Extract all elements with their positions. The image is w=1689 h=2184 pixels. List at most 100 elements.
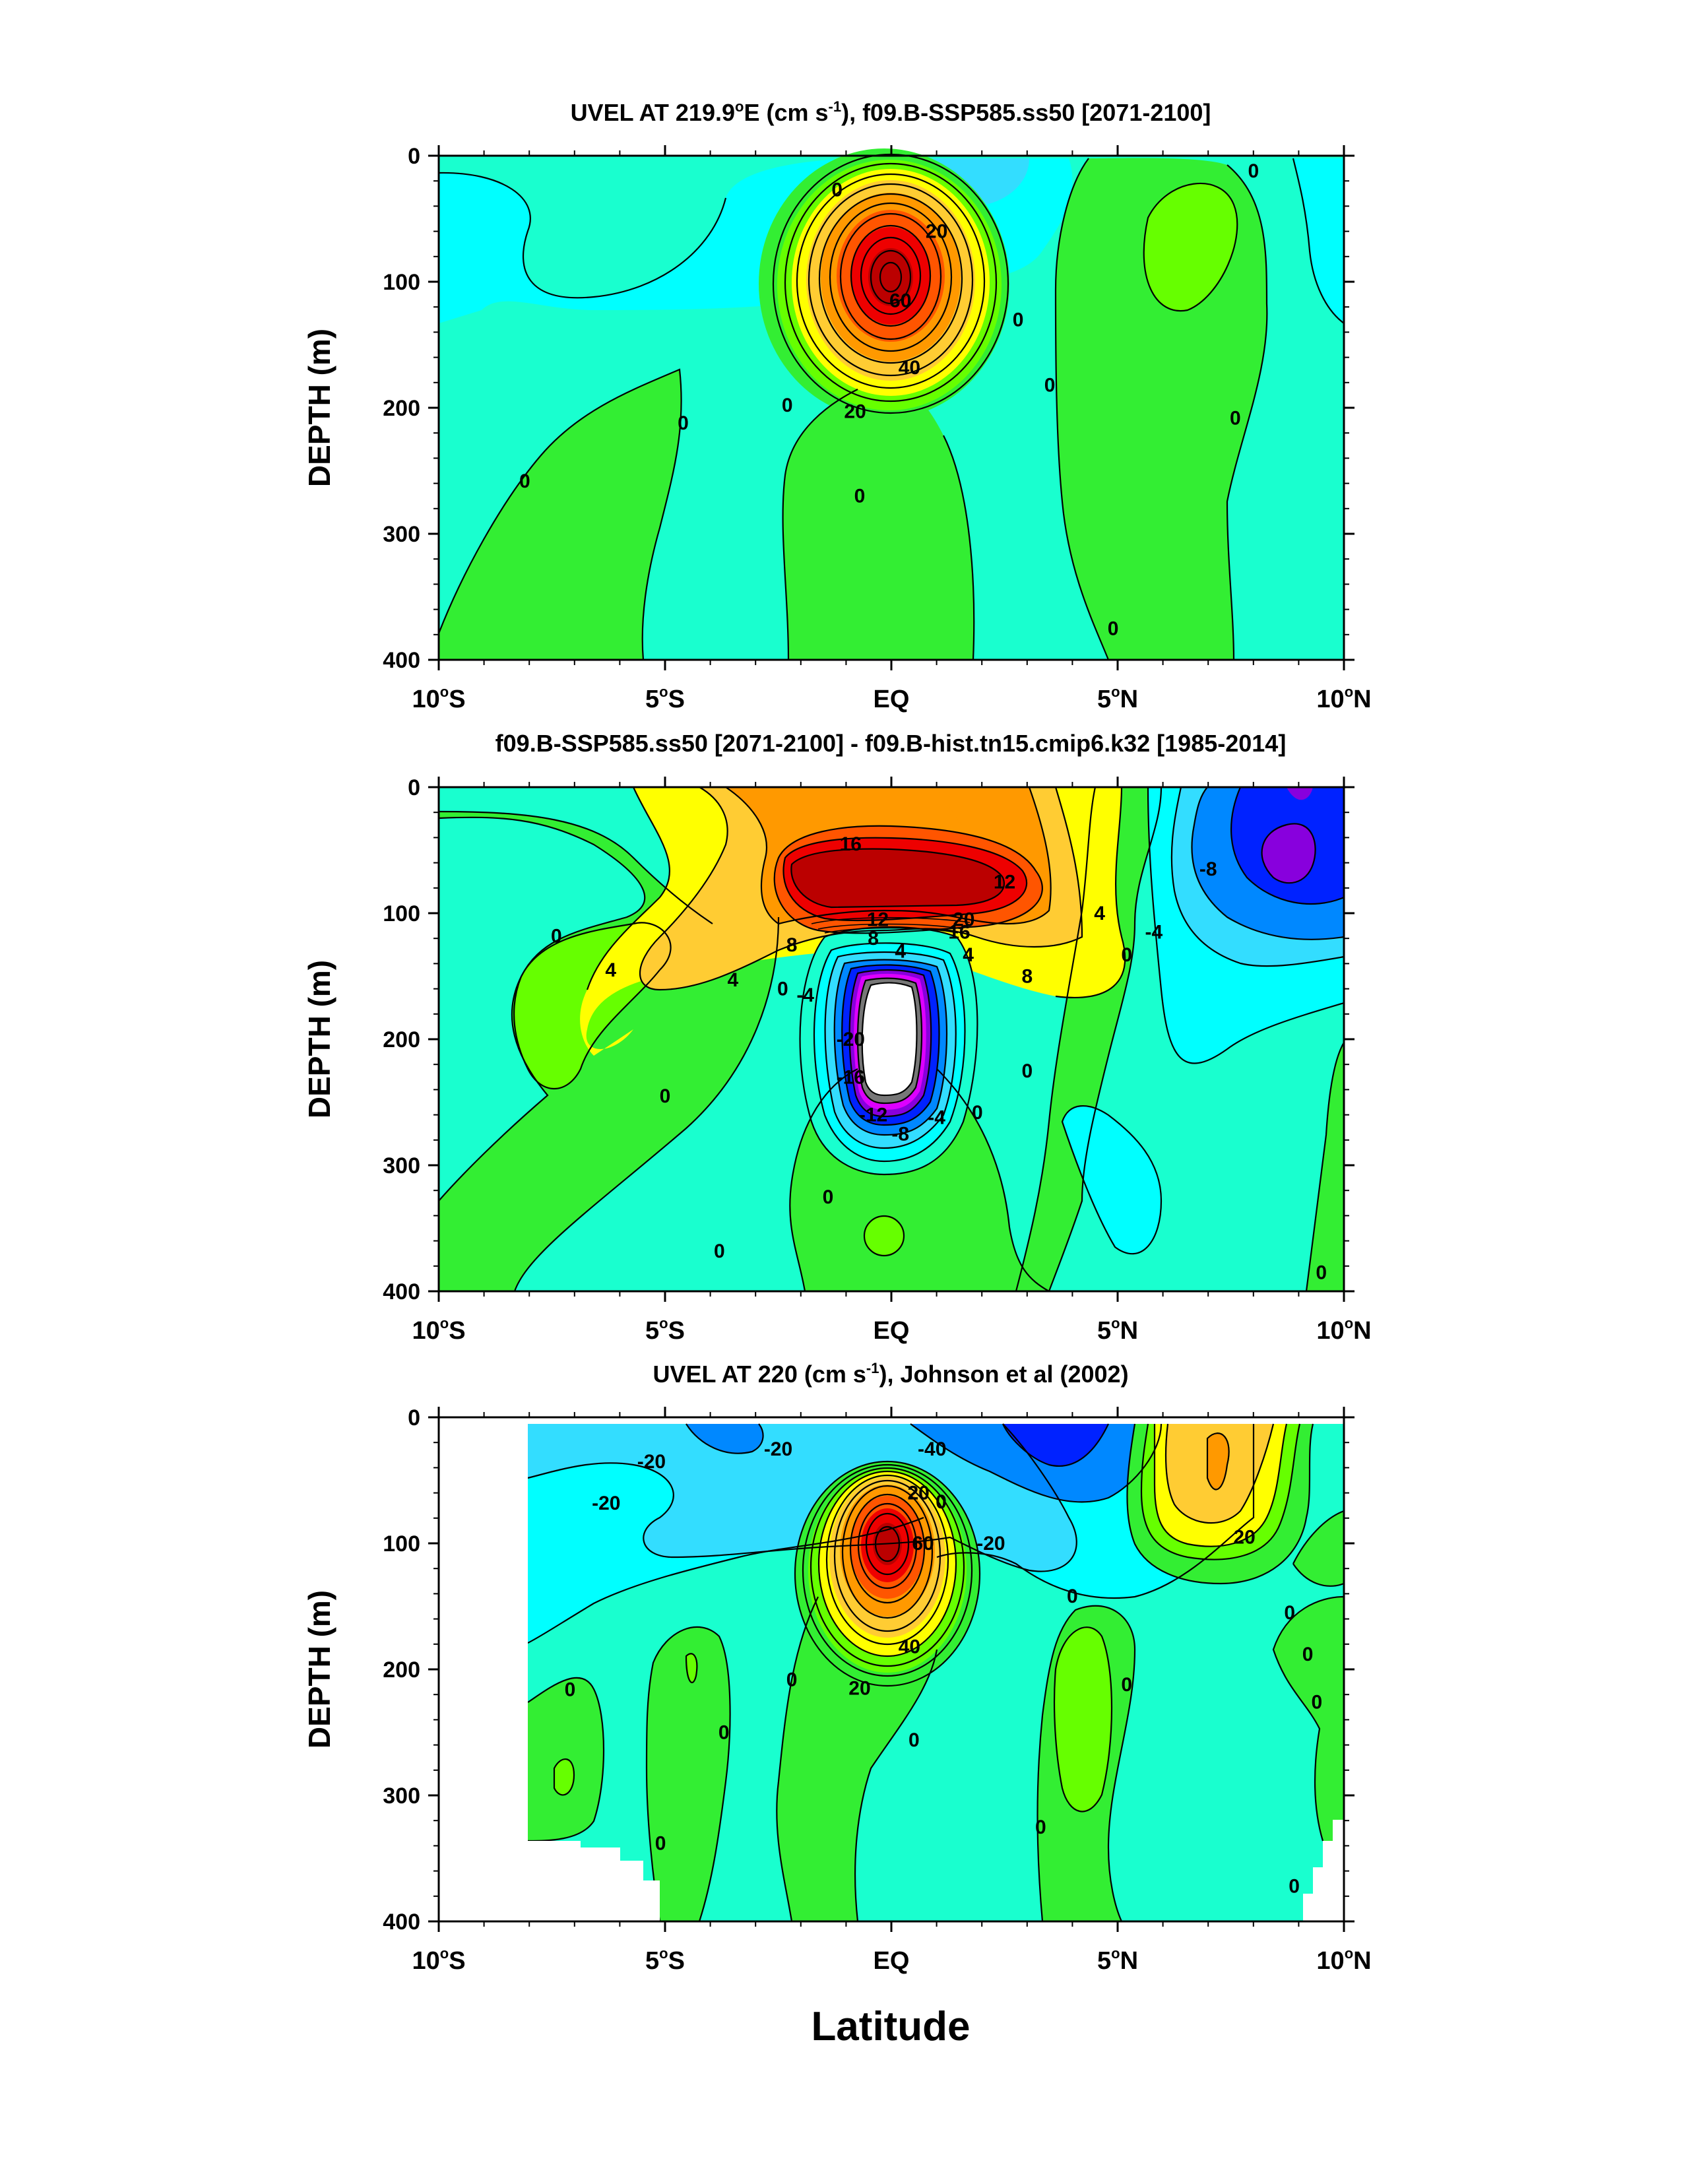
contour-label: 0 (972, 1102, 983, 1124)
contour-label: 0 (1121, 944, 1132, 966)
contour-label: 40 (899, 357, 920, 379)
x-axis-label: Latitude (811, 2004, 970, 2049)
x-tick-hem: N (1120, 1947, 1138, 1975)
panel-1-fill (437, 148, 1345, 660)
contour-label: 0 (777, 979, 788, 1000)
contour-label: -20 (764, 1438, 792, 1460)
contour-label: 12 (994, 871, 1015, 893)
contour-label: 0 (908, 1729, 920, 1751)
contour-label: -20 (976, 1533, 1005, 1555)
contour-label: 0 (782, 395, 793, 416)
y-tick-label: 300 (383, 1783, 420, 1809)
panel-2-title: f09.B-SSP585.ss50 [2071-2100] - f09.B-hi… (495, 730, 1287, 757)
x-tick-num: 10 (412, 686, 439, 713)
x-tick-hem: S (449, 1947, 465, 1975)
contour-label: -40 (918, 1438, 946, 1460)
contour-label: 0 (519, 470, 530, 492)
contour-label: 0 (718, 1722, 730, 1744)
x-tick-num: 5 (1097, 1947, 1111, 1975)
x-tick-num: 5 (645, 1947, 659, 1975)
x-tick-label: 5oN (1097, 1315, 1138, 1345)
x-tick-deg: o (1345, 684, 1353, 700)
y-tick-label: 0 (408, 1405, 420, 1430)
x-tick-label: 10oS (412, 684, 465, 713)
x-tick-label: EQ (874, 1947, 910, 1975)
contour-label: 0 (854, 486, 866, 507)
x-tick-hem: N (1120, 686, 1138, 713)
x-tick-label: 5oS (645, 1945, 685, 1975)
contour-label: 0 (660, 1085, 671, 1107)
x-tick-label: EQ (874, 1317, 910, 1345)
x-tick-deg: o (440, 684, 449, 700)
contour-label: 20 (926, 221, 947, 243)
contour-label: 4 (728, 969, 739, 991)
contour-label: 0 (1021, 1060, 1033, 1082)
contour-label: -4 (1145, 922, 1163, 944)
x-tick-hem: N (1120, 1317, 1138, 1345)
x-tick-num: 10 (412, 1317, 439, 1345)
x-tick-deg: o (440, 1945, 449, 1962)
panel-1-contour-labels: 0 20 60 40 20 0 0 0 0 0 0 0 0 0 (519, 160, 1259, 639)
contour-label: 20 (844, 401, 866, 423)
contour-label: 0 (1035, 1816, 1046, 1838)
x-tick-hem: S (449, 1317, 465, 1345)
x-tick-label: 5oN (1097, 1945, 1138, 1975)
panel-3: UVEL AT 220 (cm s-1), Johnson et al (200… (302, 1360, 1372, 1975)
contour-label: 16 (840, 833, 862, 855)
y-tick-label: 100 (383, 1531, 420, 1557)
contour-label: 0 (1108, 618, 1119, 639)
x-tick-deg: o (1111, 1315, 1120, 1332)
contour-label: -20 (592, 1493, 620, 1514)
contour-label: 0 (1311, 1692, 1322, 1714)
panel-3-title: UVEL AT 220 (cm s-1), Johnson et al (200… (653, 1360, 1128, 1388)
panel-2-fill (438, 787, 1345, 1292)
contour-label: 0 (1121, 1674, 1132, 1696)
x-tick-label: 10oS (412, 1945, 465, 1975)
contour-label: -8 (891, 1123, 909, 1145)
contour-label: -4 (928, 1107, 945, 1128)
y-tick-label: 100 (383, 270, 420, 295)
contour-label: 0 (823, 1186, 834, 1208)
y-tick-label: 200 (383, 1027, 420, 1052)
contour-label: 16 (948, 922, 970, 944)
contour-label: 0 (831, 179, 843, 201)
contour-label: -4 (796, 984, 814, 1006)
contour-label: 0 (1067, 1586, 1078, 1607)
x-tick-label: 10oN (1316, 1315, 1371, 1345)
y-axis-label: DEPTH (m) (302, 960, 336, 1118)
contour-label: 0 (1248, 160, 1259, 182)
contour-label: 40 (899, 1636, 920, 1658)
contour-label: 0 (714, 1240, 725, 1262)
x-tick-label: 10oN (1316, 1945, 1371, 1975)
x-tick-label: 10oS (412, 1315, 465, 1345)
contour-label: 4 (605, 959, 616, 981)
panel-2: f09.B-SSP585.ss50 [2071-2100] - f09.B-hi… (302, 730, 1372, 1345)
contour-label: 0 (1302, 1644, 1314, 1665)
x-tick-hem: S (668, 686, 685, 713)
x-tick-deg: o (1345, 1945, 1353, 1962)
contour-label: 12 (867, 909, 889, 931)
contour-label: -20 (837, 1029, 865, 1050)
y-tick-label: 400 (383, 1910, 420, 1935)
x-tick-hem: S (668, 1947, 685, 1975)
x-tick-label: 5oS (645, 684, 685, 713)
contour-label: 8 (786, 934, 798, 956)
y-tick-label: 400 (383, 1279, 420, 1304)
x-tick-label: 5oN (1097, 684, 1138, 713)
contour-label: 0 (678, 412, 689, 434)
x-tick-num: 10 (412, 1947, 439, 1975)
contour-label: 60 (912, 1533, 934, 1555)
contour-label: 0 (1013, 309, 1024, 331)
y-tick-label: 300 (383, 1153, 420, 1178)
contour-label: 4 (895, 940, 906, 962)
contour-label: 0 (1284, 1602, 1295, 1624)
y-tick-label: 0 (408, 144, 420, 169)
x-tick-deg: o (659, 684, 668, 700)
x-tick-hem: N (1353, 1317, 1371, 1345)
y-tick-label: 400 (383, 648, 420, 673)
x-tick-hem: S (449, 686, 465, 713)
y-tick-label: 300 (383, 522, 420, 547)
